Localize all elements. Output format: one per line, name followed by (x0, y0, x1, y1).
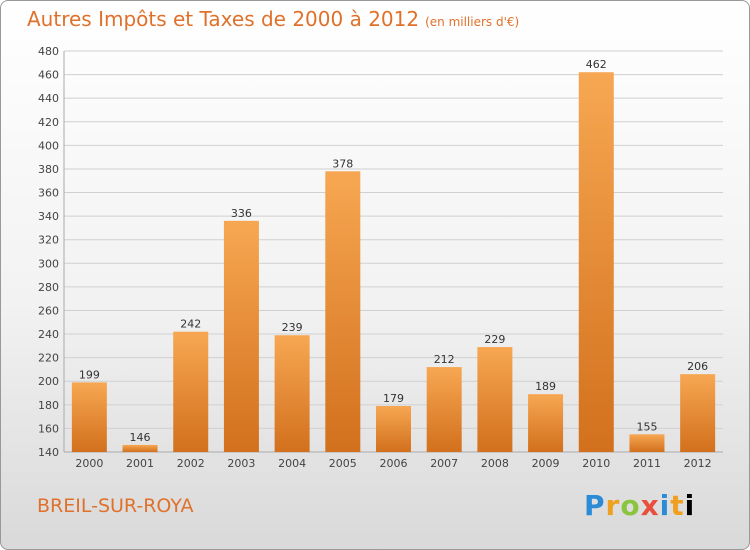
bar (680, 374, 716, 452)
x-tick-label: 2005 (329, 457, 357, 470)
x-tick-label: 2006 (380, 457, 408, 470)
bar (223, 220, 259, 452)
logo-letter: P (584, 489, 606, 522)
y-tick-label: 380 (38, 163, 59, 176)
x-tick-label: 2012 (684, 457, 712, 470)
x-tick-label: 2001 (126, 457, 154, 470)
y-tick-label: 200 (38, 375, 59, 388)
y-tick-label: 220 (38, 352, 59, 365)
y-tick-label: 160 (38, 422, 59, 435)
x-tick-label: 2002 (177, 457, 205, 470)
bar (325, 171, 361, 453)
y-tick-label: 340 (38, 210, 59, 223)
bar-value-label: 206 (687, 360, 708, 373)
bar-value-label: 179 (383, 392, 404, 405)
bar-value-label: 462 (586, 58, 607, 71)
proxiti-logo: Proxiti (584, 489, 695, 522)
bar-value-label: 199 (79, 368, 100, 381)
y-tick-label: 260 (38, 304, 59, 317)
y-tick-label: 300 (38, 257, 59, 270)
x-tick-label: 2009 (532, 457, 560, 470)
y-tick-label: 400 (38, 139, 59, 152)
x-tick-label: 2000 (75, 457, 103, 470)
x-tick-label: 2010 (582, 457, 610, 470)
bar-value-label: 229 (484, 333, 505, 346)
logo-letter: i (659, 489, 671, 522)
y-tick-label: 280 (38, 281, 59, 294)
y-tick-label: 180 (38, 399, 59, 412)
x-tick-label: 2011 (633, 457, 661, 470)
logo-letter: r (605, 489, 621, 522)
bar (528, 394, 564, 452)
bar-value-label: 242 (180, 318, 201, 331)
x-tick-label: 2007 (430, 457, 458, 470)
logo-letter: i (684, 489, 696, 522)
y-tick-label: 460 (38, 69, 59, 82)
chart-title-unit: (en milliers d'€) (425, 15, 520, 29)
x-tick-label: 2008 (481, 457, 509, 470)
logo-letter: o (620, 489, 641, 522)
chart-title-text: Autres Impôts et Taxes de 2000 à 2012 (27, 7, 420, 31)
bar (629, 434, 665, 452)
y-tick-label: 440 (38, 92, 59, 105)
y-tick-label: 420 (38, 116, 59, 129)
bar (274, 335, 310, 452)
bar-value-label: 239 (282, 321, 303, 334)
y-tick-label: 240 (38, 328, 59, 341)
y-tick-label: 360 (38, 187, 59, 200)
bar (122, 444, 158, 452)
bar (376, 406, 411, 452)
bar-value-label: 378 (332, 157, 353, 170)
bar-value-label: 212 (434, 353, 455, 366)
logo-letter: x (640, 489, 660, 522)
commune-name: BREIL-SUR-ROYA (37, 495, 194, 517)
bar-value-label: 155 (636, 420, 657, 433)
bar-value-label: 336 (231, 207, 252, 220)
bar (477, 347, 513, 452)
x-tick-label: 2004 (278, 457, 306, 470)
bar (71, 382, 107, 452)
bar (426, 367, 462, 452)
y-tick-label: 140 (38, 446, 59, 459)
logo-letter: t (670, 489, 685, 522)
bar (578, 72, 614, 453)
x-tick-label: 2003 (227, 457, 255, 470)
y-tick-label: 320 (38, 234, 59, 247)
bar-value-label: 146 (130, 431, 151, 444)
chart-title: Autres Impôts et Taxes de 2000 à 2012 (en… (27, 7, 519, 31)
bar-value-label: 189 (535, 380, 556, 393)
bar (173, 331, 209, 452)
y-tick-label: 480 (38, 45, 59, 58)
